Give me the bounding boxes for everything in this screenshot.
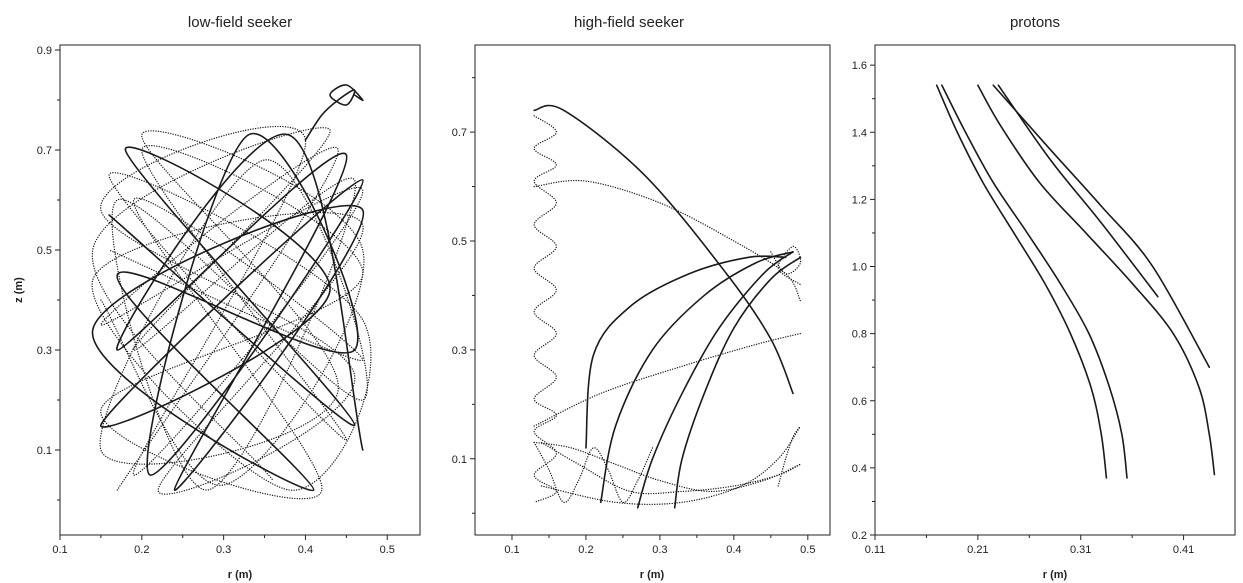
series-layer-high-field-seeker [533, 104, 802, 509]
y-tick-label: 0.5 [452, 236, 467, 248]
x-tick-label: 0.2 [578, 544, 593, 556]
x-tick-label: 0.3 [652, 544, 667, 556]
trajectory-high-field-seeker-6 [636, 251, 794, 509]
x-axis-label-low-field-seeker: r (m) [228, 569, 253, 581]
trajectory-high-field-seeker-14 [770, 245, 802, 286]
panel-protons: protons 0.11 0.21 0.31 0.41 0.2 0.4 0.6 0.8 1.0… [852, 14, 1236, 581]
trajectory-high-field-seeker-2 [533, 104, 794, 395]
trajectory-high-field-seeker-8 [533, 332, 802, 427]
y-tick-label: 0.8 [852, 329, 867, 341]
series-layer-protons [935, 84, 1216, 479]
panel-title-high-field-seeker: high-field seeker [574, 14, 684, 31]
trajectory-high-field-seeker-13 [777, 425, 802, 487]
y-tick-label: 0.4 [852, 463, 867, 475]
plot-frame-high-field-seeker [474, 44, 831, 536]
trajectory-high-field-seeker-1 [533, 115, 557, 503]
xticks-protons: 0.11 0.21 0.31 0.41 [865, 535, 1194, 556]
trajectory-high-field-seeker-4 [585, 255, 787, 449]
yticks-low-field-seeker: 0.1 0.3 0.5 0.7 0.9 [37, 45, 60, 501]
panel-high-field-seeker: high-field seeker 0.1 0.2 0.3 0.4 0.5 0.1 0.3… [452, 14, 831, 581]
x-tick-label: 0.31 [1070, 544, 1091, 556]
trajectory-protons-4 [992, 84, 1211, 368]
x-axis-label-protons: r (m) [1043, 569, 1068, 581]
trajectory-protons-2 [941, 84, 1128, 479]
trajectory-protons-3 [977, 84, 1216, 476]
yticks-protons: 0.2 0.4 0.6 0.8 1.0 1.2 1.4 1.6 [852, 60, 875, 542]
plot-frame-protons [874, 44, 1236, 536]
yticks-high-field-seeker: 0.1 0.3 0.5 0.7 [452, 77, 475, 514]
x-tick-label: 0.4 [726, 544, 741, 556]
trajectory-low-field-seeker-2 [91, 132, 365, 492]
y-tick-label: 0.1 [452, 454, 467, 466]
y-tick-label: 0.9 [37, 45, 52, 57]
y-tick-label: 1.2 [852, 194, 867, 206]
y-tick-label: 0.3 [452, 345, 467, 357]
panel-title-protons: protons [1010, 14, 1060, 31]
plot-frame-low-field-seeker [59, 44, 421, 536]
y-axis-label-low-field-seeker: z (m) [13, 277, 25, 303]
y-tick-label: 0.1 [37, 445, 52, 457]
trajectory-high-field-seeker-11 [540, 425, 802, 506]
y-tick-label: 0.7 [37, 145, 52, 157]
y-tick-label: 1.6 [852, 60, 867, 72]
trajectory-protons-5 [997, 84, 1159, 298]
trajectory-low-field-seeker-1 [91, 125, 372, 500]
x-tick-label: 0.5 [380, 544, 395, 556]
x-tick-label: 0.4 [298, 544, 313, 556]
x-axis-label-high-field-seeker: r (m) [640, 569, 665, 581]
trajectory-high-field-seeker-5 [599, 251, 794, 504]
xticks-low-field-seeker: 0.1 0.2 0.3 0.4 0.5 [52, 535, 395, 556]
x-tick-label: 0.41 [1173, 544, 1194, 556]
x-tick-label: 0.1 [52, 544, 67, 556]
x-tick-label: 0.1 [504, 544, 519, 556]
x-tick-label: 0.11 [865, 544, 886, 556]
trajectory-low-field-seeker-4 [304, 84, 364, 141]
trajectory-high-field-seeker-12 [533, 441, 654, 503]
x-tick-label: 0.5 [800, 544, 815, 556]
y-tick-label: 0.5 [37, 245, 52, 257]
x-tick-label: 0.2 [134, 544, 149, 556]
series-layer-low-field-seeker [91, 84, 372, 500]
panel-low-field-seeker: low-field seeker 0.1 0.2 0.3 0.4 0.5 0.10.30… [13, 14, 421, 581]
panel-title-low-field-seeker: low-field seeker [188, 14, 292, 31]
xticks-high-field-seeker: 0.1 0.2 0.3 0.4 0.5 [504, 535, 815, 556]
trajectory-low-field-seeker-3 [92, 127, 368, 491]
y-tick-label: 1.4 [852, 127, 867, 139]
y-tick-label: 0.6 [852, 396, 867, 408]
y-tick-label: 0.2 [852, 530, 867, 542]
trajectory-high-field-seeker-10 [540, 441, 802, 495]
trajectory-high-field-seeker-9 [533, 441, 802, 493]
y-tick-label: 0.3 [37, 345, 52, 357]
x-tick-label: 0.3 [216, 544, 231, 556]
y-tick-label: 0.7 [452, 127, 467, 139]
y-tick-label: 1.0 [852, 262, 867, 274]
x-tick-label: 0.21 [967, 544, 988, 556]
trajectory-protons-1 [935, 84, 1108, 479]
trajectory-high-field-seeker-7 [673, 256, 802, 509]
